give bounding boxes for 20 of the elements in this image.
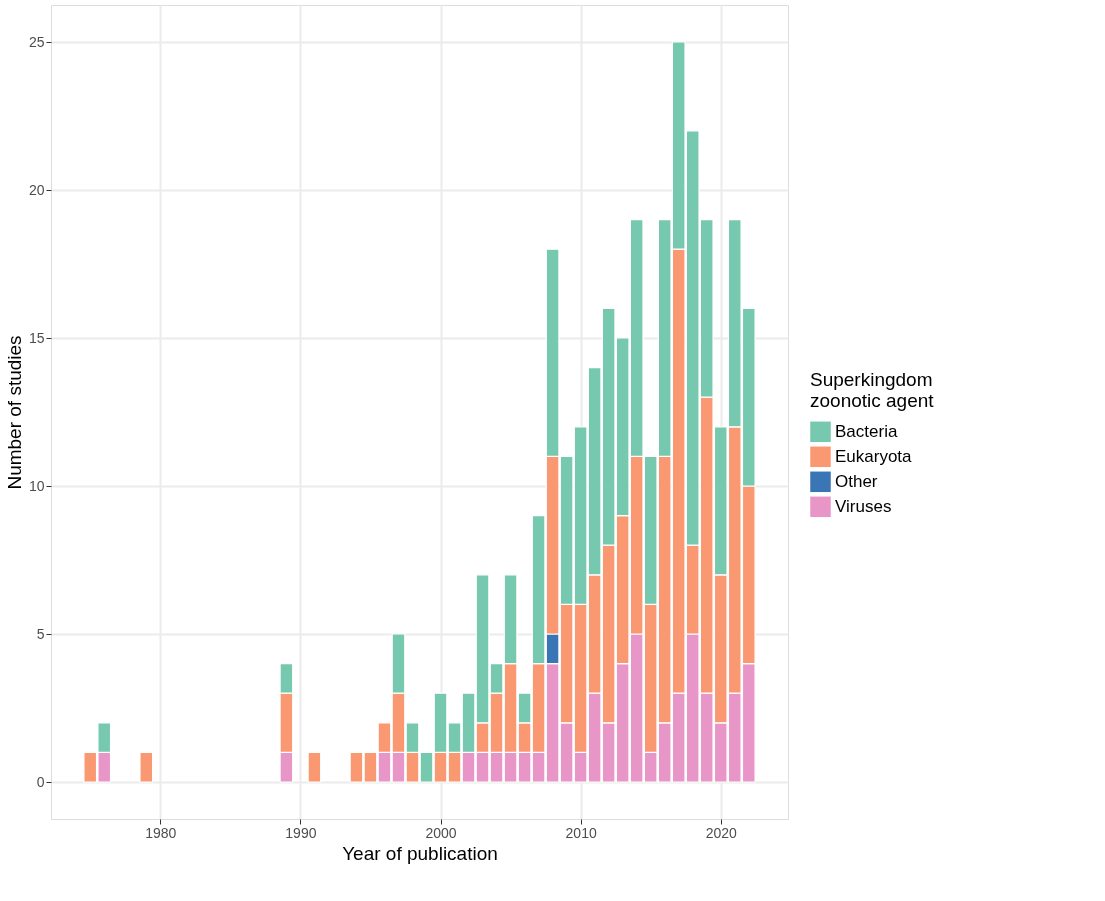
x-tick-label: 2020 (705, 824, 738, 841)
y-tick-label: 10 (28, 477, 45, 494)
y-tick-label: 5 (36, 625, 45, 642)
y-tick-label: 15 (28, 329, 45, 346)
bar (139, 751, 154, 783)
legend-label: Eukaryota (835, 446, 913, 466)
x-tick-label: 2010 (565, 824, 597, 841)
legend-label: Viruses (835, 496, 892, 516)
x-axis-title: Year of publication (342, 842, 498, 864)
legend-title: Superkingdom zoonotic agent (810, 369, 935, 412)
x-tick-label: 1990 (285, 824, 317, 841)
legend-label: Other (835, 471, 878, 491)
legend-label: Bacteria (835, 421, 898, 441)
x-tick-label: 1980 (145, 824, 177, 841)
bar (307, 751, 322, 783)
y-axis-title: Number of studies (3, 335, 25, 490)
y-tick-label: 25 (28, 33, 45, 50)
x-tick-label: 2000 (425, 824, 457, 841)
y-tick-label: 20 (28, 181, 45, 198)
y-tick-label: 0 (36, 773, 45, 790)
